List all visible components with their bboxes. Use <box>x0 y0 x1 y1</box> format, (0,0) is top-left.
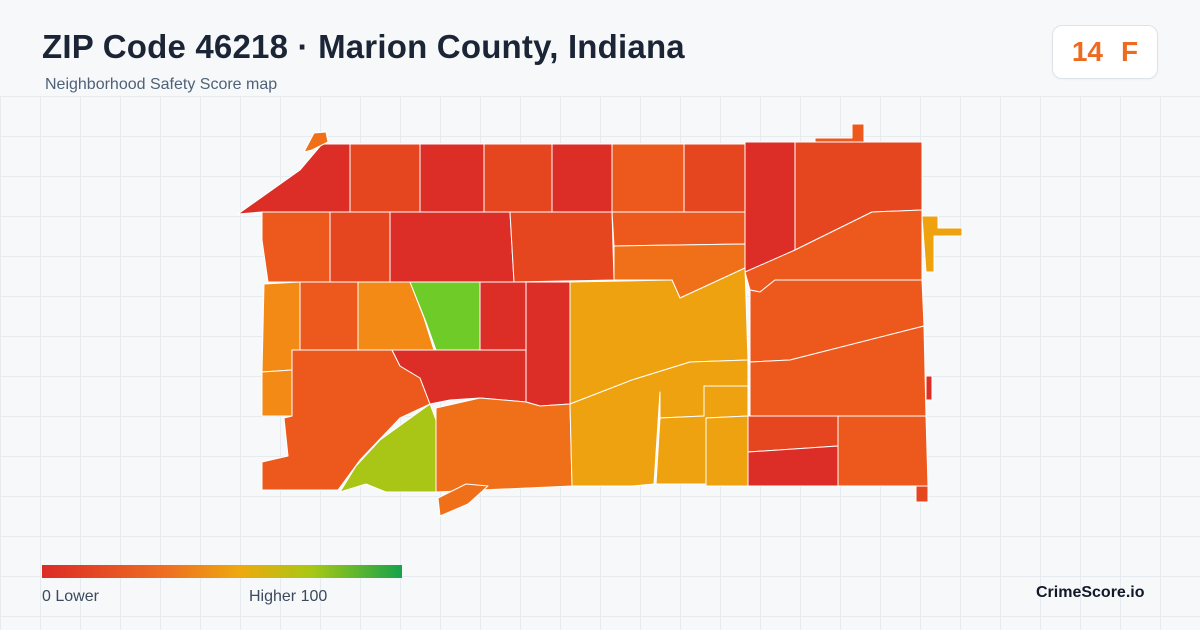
tract[interactable] <box>837 415 929 487</box>
tract[interactable] <box>509 211 615 283</box>
tract[interactable] <box>261 369 293 417</box>
tract[interactable] <box>915 485 929 503</box>
tract[interactable] <box>611 143 685 213</box>
page-subtitle: Neighborhood Safety Score map <box>45 76 278 93</box>
tract[interactable] <box>437 483 489 517</box>
tract[interactable] <box>483 143 553 213</box>
tract[interactable] <box>814 123 865 143</box>
legend-max-label: Higher 100 <box>249 588 328 605</box>
tract[interactable] <box>349 143 421 213</box>
tract[interactable] <box>357 281 435 351</box>
score-value: 14 <box>1071 36 1104 67</box>
tract[interactable] <box>419 143 485 213</box>
tract[interactable] <box>299 281 359 351</box>
tract[interactable] <box>237 143 351 215</box>
score-grade: F <box>1121 36 1139 67</box>
page-title: ZIP Code 46218 · Marion County, Indiana <box>42 28 685 65</box>
tract[interactable] <box>747 445 839 487</box>
tract[interactable] <box>389 211 515 283</box>
tract[interactable] <box>683 143 746 213</box>
header: ZIP Code 46218 · Marion County, Indiana … <box>0 0 1200 96</box>
tract[interactable] <box>921 215 963 273</box>
tract[interactable] <box>435 397 573 493</box>
tract[interactable] <box>479 281 527 351</box>
brand-logo-text: CrimeScore.io <box>1036 584 1145 601</box>
tract[interactable] <box>611 211 746 247</box>
tract[interactable] <box>525 281 571 407</box>
safety-score-badge: 14 F <box>1052 25 1158 79</box>
tract[interactable] <box>391 349 527 405</box>
legend-min-label: 0 Lower <box>42 588 99 605</box>
tract[interactable] <box>925 375 933 401</box>
tract[interactable] <box>261 211 331 283</box>
tract[interactable] <box>551 143 613 213</box>
tract[interactable] <box>303 131 329 153</box>
tract[interactable] <box>749 325 927 417</box>
tract[interactable] <box>329 211 391 283</box>
tract[interactable] <box>744 141 796 273</box>
legend-gradient-bar <box>42 565 402 578</box>
tract[interactable] <box>705 415 749 487</box>
